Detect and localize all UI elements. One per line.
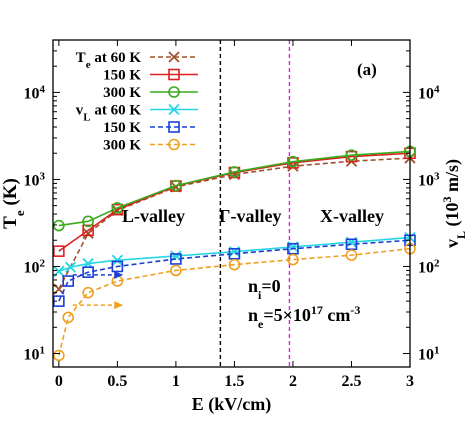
data-point-square bbox=[228, 247, 241, 260]
data-point-circle bbox=[82, 215, 94, 228]
data-point-circle bbox=[53, 349, 65, 362]
data-point-circle bbox=[287, 155, 299, 168]
legend-label: 300 K bbox=[103, 138, 141, 154]
x-tick-label: 1 bbox=[172, 373, 180, 390]
series-4 bbox=[53, 234, 416, 307]
data-point-square bbox=[53, 245, 65, 257]
x-tick-label: 0 bbox=[55, 373, 63, 390]
data-point-square bbox=[168, 121, 180, 133]
arrow-head bbox=[114, 270, 124, 279]
y-tick-label-left: 101 bbox=[24, 345, 46, 364]
y-tick-label-right: 104 bbox=[418, 83, 440, 102]
data-point-cross bbox=[82, 227, 94, 240]
data-point-square bbox=[62, 275, 75, 287]
series-line bbox=[58, 157, 411, 290]
y-axis-label-right: vL (103 m/s) bbox=[440, 159, 468, 248]
y-tick-label-right: 103 bbox=[418, 170, 440, 189]
data-point-circle bbox=[168, 86, 180, 98]
x-tick-label: 2.5 bbox=[341, 373, 361, 390]
y-tick-label-right: 102 bbox=[418, 257, 440, 276]
data-point-cross bbox=[168, 103, 180, 116]
data-point-circle bbox=[111, 202, 124, 214]
data-point-circle bbox=[62, 311, 75, 324]
annotations: (a) L-valley Γ-valley X-valley ni=0 ne=5… bbox=[122, 60, 384, 331]
legend-label: 150 K bbox=[103, 120, 141, 136]
data-point-square bbox=[345, 238, 358, 251]
data-point-square bbox=[168, 68, 180, 81]
ni-annotation: ni=0 bbox=[248, 276, 281, 302]
data-point-circle bbox=[345, 149, 358, 161]
data-point-circle bbox=[170, 179, 182, 192]
x-tick-label: 1.5 bbox=[224, 373, 244, 390]
region-label-l-valley: L-valley bbox=[122, 206, 185, 226]
data-point-square bbox=[82, 266, 94, 278]
y-tick-label-left: 104 bbox=[24, 83, 46, 102]
y-axis-label-left: Te (K) bbox=[0, 178, 27, 229]
panel-label: (a) bbox=[357, 60, 377, 79]
x-tick-label: 0.5 bbox=[107, 373, 127, 390]
arrow-layer bbox=[72, 270, 124, 310]
series-layer bbox=[53, 145, 416, 362]
data-point-circle bbox=[82, 286, 94, 299]
data-point-circle bbox=[53, 219, 65, 232]
plot-frame bbox=[52, 39, 411, 368]
data-point-cross bbox=[111, 254, 124, 266]
region-label-gamma-valley: Γ-valley bbox=[219, 206, 281, 226]
series-line bbox=[58, 239, 411, 302]
legend-label: vL at 60 K bbox=[76, 103, 142, 124]
series-1 bbox=[53, 147, 416, 257]
data-point-circle bbox=[170, 264, 182, 277]
data-point-circle bbox=[287, 253, 299, 266]
y-tick-label-left: 103 bbox=[24, 170, 46, 189]
legend-label: 300 K bbox=[103, 85, 141, 101]
y-tick-label-right: 101 bbox=[418, 345, 440, 364]
series-5 bbox=[53, 242, 416, 362]
data-point-circle bbox=[345, 249, 358, 261]
data-point-circle bbox=[168, 138, 180, 151]
data-point-circle bbox=[228, 166, 241, 178]
data-point-cross bbox=[168, 51, 180, 63]
data-point-square bbox=[82, 224, 94, 237]
x-axis-label: E (kV/cm) bbox=[192, 394, 272, 415]
region-label-x-valley: X-valley bbox=[320, 206, 384, 226]
arrow-head bbox=[114, 301, 124, 310]
series-2 bbox=[53, 145, 416, 232]
series-line bbox=[58, 247, 411, 356]
y-tick-label-left: 102 bbox=[24, 257, 46, 276]
x-tick-label: 3 bbox=[406, 373, 414, 390]
data-point-square bbox=[287, 242, 299, 255]
x-tick-label: 2 bbox=[289, 373, 297, 390]
ne-annotation: ne=5×1017 cm-3 bbox=[248, 303, 360, 331]
legend-label: 150 K bbox=[103, 68, 141, 84]
reference-lines bbox=[219, 40, 291, 367]
data-point-cross bbox=[64, 261, 77, 273]
data-point-square bbox=[170, 253, 182, 265]
legend-label: Te at 60 K bbox=[76, 50, 142, 71]
data-point-square bbox=[111, 260, 124, 273]
data-point-circle bbox=[228, 258, 241, 271]
